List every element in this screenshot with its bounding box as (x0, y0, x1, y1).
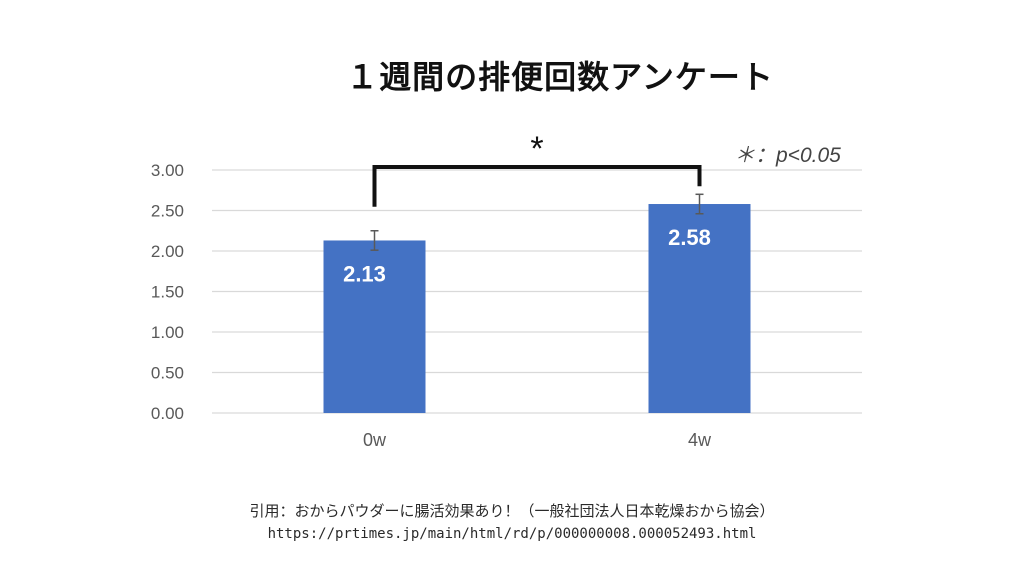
data-label: 2.13 (343, 261, 386, 286)
y-tick-label: 0.00 (151, 404, 184, 423)
bar (648, 204, 751, 413)
y-tick-label: 3.00 (151, 161, 184, 180)
y-tick-label: 2.00 (151, 242, 184, 261)
significance-bracket: * (372, 130, 702, 207)
significance-note: ＊：p<0.05 (734, 144, 841, 167)
x-category-label: 0w (363, 430, 387, 450)
error-bars (370, 193, 704, 251)
citation-url: https://prtimes.jp/main/html/rd/p/000000… (267, 526, 757, 542)
data-label: 2.58 (668, 225, 711, 250)
significance-star: * (530, 130, 543, 168)
y-tick-label: 1.00 (151, 323, 184, 342)
y-tick-label: 2.50 (151, 202, 184, 221)
y-tick-label: 0.50 (151, 364, 184, 383)
x-category-label: 4w (688, 430, 712, 450)
y-tick-label: 1.50 (151, 283, 184, 302)
bar (323, 240, 426, 413)
value-labels: 2.13 2.58 (343, 225, 711, 286)
y-axis-ticks: 0.00 0.50 1.00 1.50 2.00 2.50 3.00 (151, 161, 184, 423)
citation-line: 引用：おからパウダーに腸活効果あり！（一般社団法人日本乾燥おから協会） (249, 502, 775, 520)
chart-title: １週間の排便回数アンケート (346, 58, 774, 96)
significance-bracket-line (372, 165, 702, 207)
gridlines (212, 169, 862, 414)
x-axis-categories: 0w 4w (363, 430, 712, 450)
bars (323, 204, 751, 413)
